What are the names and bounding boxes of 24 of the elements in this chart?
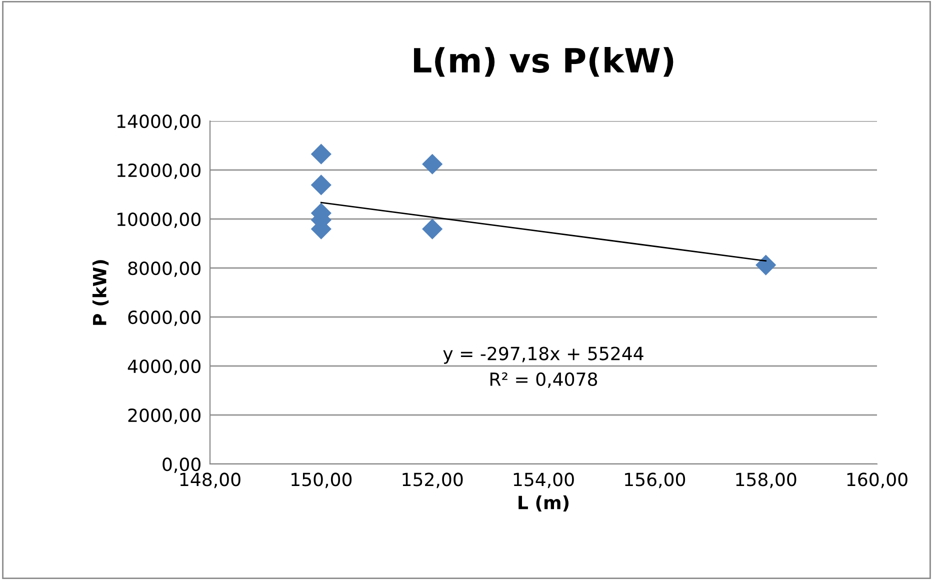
point — [422, 154, 443, 174]
point — [310, 174, 332, 196]
point — [422, 218, 443, 240]
y-tick-label: 0,00 — [162, 457, 200, 473]
annotation: y = -297,18x + 55244 R² = 0,4078 — [443, 346, 644, 388]
y-tick-label: 2000,00 — [128, 408, 200, 424]
x-tick-label: 156,00 — [625, 472, 686, 488]
y-tick-label: 6000,00 — [128, 310, 200, 326]
x-axis-title: L (m) — [518, 495, 569, 512]
point — [310, 144, 332, 164]
x-tick-label: 154,00 — [514, 472, 574, 488]
x-tick-label: 150,00 — [292, 472, 352, 488]
x-tick-label: 152,00 — [402, 472, 463, 488]
x-tick-label: 160,00 — [847, 472, 908, 488]
x-tick-label: 148,00 — [180, 472, 240, 488]
y-tick-label: 14000,00 — [117, 114, 200, 130]
y-tick-label: 12000,00 — [117, 163, 200, 179]
y-tick-label: 4000,00 — [128, 359, 200, 375]
chart-title: L(m) vs P(kW) — [414, 47, 674, 77]
y-axis-title: P (kW) — [92, 260, 109, 325]
x-tick-label: 158,00 — [736, 472, 796, 488]
y-tick-label: 8000,00 — [128, 261, 200, 277]
point — [756, 254, 776, 276]
y-tick-label: 10000,00 — [117, 212, 200, 228]
